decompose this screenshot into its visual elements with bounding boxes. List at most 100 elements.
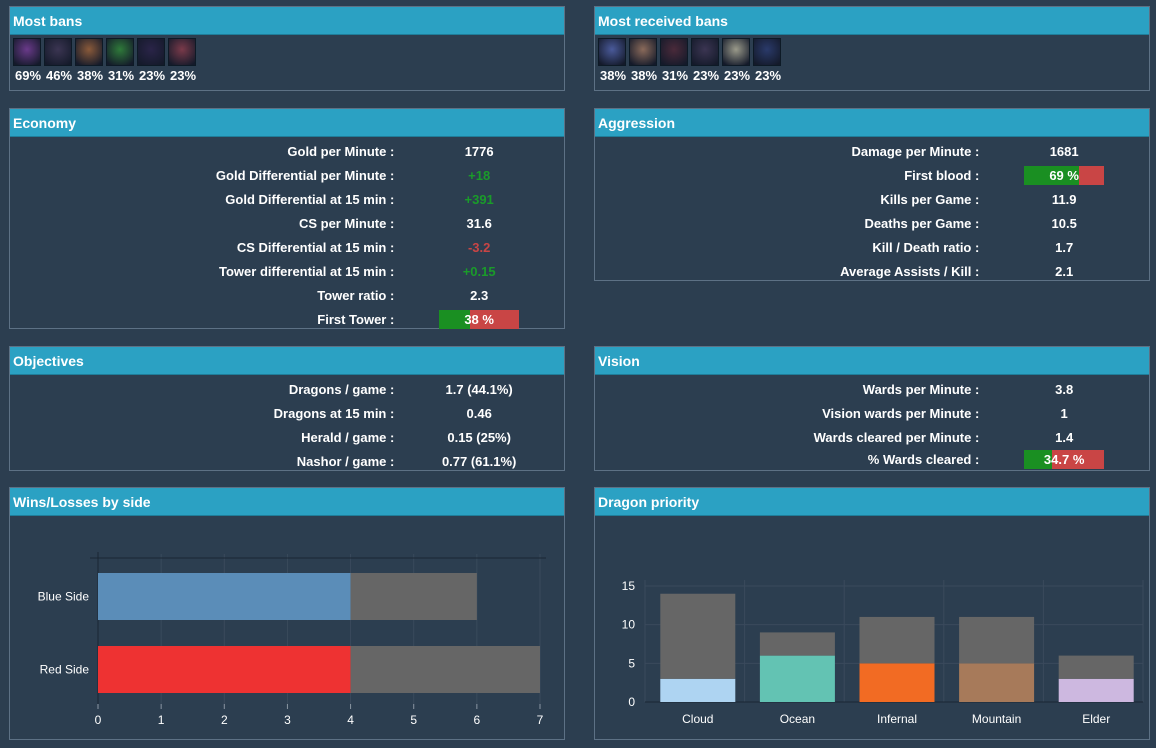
x-tick-label: 2 (221, 713, 228, 727)
champion-portrait-4-icon[interactable] (691, 38, 719, 66)
economy-stat-label: Tower differential at 15 min : (219, 263, 395, 279)
aggression-stat-row: Deaths per Game : 10.5 (595, 211, 1149, 235)
vision-stat-label: Wards cleared per Minute : (813, 429, 980, 445)
x-category-label: Cloud (682, 712, 713, 726)
x-tick-label: 3 (284, 713, 291, 727)
champion-portrait-6-icon[interactable] (753, 38, 781, 66)
economy-stat-row: Gold per Minute : 1776 (10, 139, 564, 163)
champion-portrait-1-icon[interactable] (13, 38, 41, 66)
economy-stat-label: Gold Differential per Minute : (215, 167, 395, 183)
objectives-stat-row: Nashor / game : 0.77 (61.1%) (10, 449, 564, 473)
ban-champion[interactable]: 38% (598, 38, 628, 83)
aggression-stat-value: 2.1 (1055, 263, 1074, 279)
economy-stat-value: +391 (464, 191, 494, 207)
damage-label: Damage per Minute : (851, 143, 980, 159)
ban-champion[interactable]: 38% (629, 38, 659, 83)
champion-portrait-4-icon[interactable] (106, 38, 134, 66)
economy-stat-row: Tower differential at 15 min : +0.15 (10, 259, 564, 283)
ban-percentage: 23% (692, 68, 720, 83)
aggression-stat-value: 11.9 (1051, 191, 1077, 207)
champion-portrait-2-icon[interactable] (629, 38, 657, 66)
x-category-label: Mountain (972, 712, 1021, 726)
champion-portrait-1-icon[interactable] (598, 38, 626, 66)
vision-title: Vision (595, 347, 1149, 375)
x-tick-label: 5 (410, 713, 417, 727)
first-tower-value: 38 % (464, 311, 494, 327)
win-bar (98, 646, 351, 693)
aggression-stat-value: 1.7 (1055, 239, 1074, 255)
priority-bar (959, 663, 1035, 702)
economy-stat-value: +0.15 (462, 263, 496, 279)
ban-champion[interactable]: 23% (722, 38, 752, 83)
vision-stats: Wards per Minute : 3.8 Vision wards per Mi… (595, 375, 1149, 449)
priority-bar (759, 655, 835, 702)
objectives-stat-row: Dragons / game : 1.7 (44.1%) (10, 377, 564, 401)
aggression-stat-row: Kill / Death ratio : 1.7 (595, 235, 1149, 259)
ban-champion[interactable]: 23% (753, 38, 783, 83)
champion-portrait-2-icon[interactable] (44, 38, 72, 66)
first-tower-ratio-bar: 38 % (439, 309, 520, 329)
champion-portrait-3-icon[interactable] (75, 38, 103, 66)
ban-percentage: 31% (107, 68, 135, 83)
priority-bar (1058, 678, 1134, 702)
aggression-panel: Aggression Damage per Minute : 1681 Firs… (594, 108, 1150, 281)
champion-portrait-5-icon[interactable] (137, 38, 165, 66)
economy-stat-row: Gold Differential per Minute : +18 (10, 163, 564, 187)
first-tower-label: First Tower : (317, 311, 395, 327)
economy-stat-row: CS Differential at 15 min : -3.2 (10, 235, 564, 259)
ban-champion[interactable]: 46% (44, 38, 74, 83)
wins-losses-panel: Wins/Losses by side 0 1 2 3 4 5 6 7 Blue Side Red… (9, 487, 565, 740)
objectives-stat-row: Dragons at 15 min : 0.46 (10, 401, 564, 425)
remaining-bar (959, 616, 1035, 664)
ban-champion[interactable]: 23% (168, 38, 198, 83)
ban-champion[interactable]: 69% (13, 38, 43, 83)
dragon-priority-title: Dragon priority (595, 488, 1149, 516)
most-bans-title: Most bans (10, 7, 564, 35)
ban-percentage: 38% (599, 68, 627, 83)
economy-stat-row: CS per Minute : 31.6 (10, 211, 564, 235)
champion-portrait-3-icon[interactable] (660, 38, 688, 66)
economy-stats: Gold per Minute : 1776 Gold Differential p… (10, 137, 564, 307)
first-blood-fill (1024, 165, 1080, 185)
champion-portrait-6-icon[interactable] (168, 38, 196, 66)
vision-stat-row: Vision wards per Minute : 1 (595, 401, 1149, 425)
ban-champion[interactable]: 31% (106, 38, 136, 83)
y-tick-label: 5 (628, 656, 635, 670)
x-tick-label: 0 (95, 713, 102, 727)
objectives-stat-row: Herald / game : 0.15 (25%) (10, 425, 564, 449)
remaining-bar (859, 616, 935, 664)
ban-percentage: 69% (14, 68, 42, 83)
aggression-stat-row: Kills per Game : 11.9 (595, 187, 1149, 211)
remaining-bar (1058, 655, 1134, 679)
vision-panel: Vision Wards per Minute : 3.8 Vision wards… (594, 346, 1150, 471)
objectives-stat-value: 0.77 (61.1%) (441, 453, 517, 469)
economy-stat-label: Gold per Minute : (287, 143, 395, 159)
vision-stat-value: 1.4 (1055, 429, 1074, 445)
economy-stat-value: +18 (468, 167, 491, 183)
objectives-stat-value: 0.46 (466, 405, 492, 421)
first-blood-value: 69 % (1049, 167, 1079, 183)
objectives-panel: Objectives Dragons / game :1.7 (44.1%) Dr… (9, 346, 565, 471)
loss-bar (350, 573, 477, 620)
ban-champion[interactable]: 31% (660, 38, 690, 83)
y-tick-label: 15 (622, 579, 636, 593)
wards-cleared-label: % Wards cleared : (867, 451, 980, 467)
ban-champion[interactable]: 38% (75, 38, 105, 83)
champion-portrait-5-icon[interactable] (722, 38, 750, 66)
ban-percentage: 23% (138, 68, 166, 83)
y-category-label: Red Side (40, 663, 90, 677)
x-category-label: Infernal (877, 712, 917, 726)
vision-stat-value: 1 (1060, 405, 1068, 421)
vision-stat-row: Wards per Minute : 3.8 (595, 377, 1149, 401)
damage-value: 1681 (1049, 143, 1079, 159)
wards-cleared-ratio-bar: 34.7 % (1024, 449, 1105, 469)
most-received-bans-panel: Most received bans 38% 38% 31% 23% 23% 23% (594, 6, 1150, 91)
wards-cleared-value: 34.7 % (1043, 451, 1085, 467)
ban-champion[interactable]: 23% (137, 38, 167, 83)
ban-champion[interactable]: 23% (691, 38, 721, 83)
dragon-priority-chart: 0 5 10 15 Cloud Ocean Infernal Mountain Elder (622, 579, 1144, 726)
objectives-stat-label: Dragons at 15 min : (273, 405, 395, 421)
aggression-stat-label: Deaths per Game : (864, 215, 980, 231)
x-tick-label: 1 (158, 713, 165, 727)
economy-stat-value: 2.3 (470, 287, 489, 303)
